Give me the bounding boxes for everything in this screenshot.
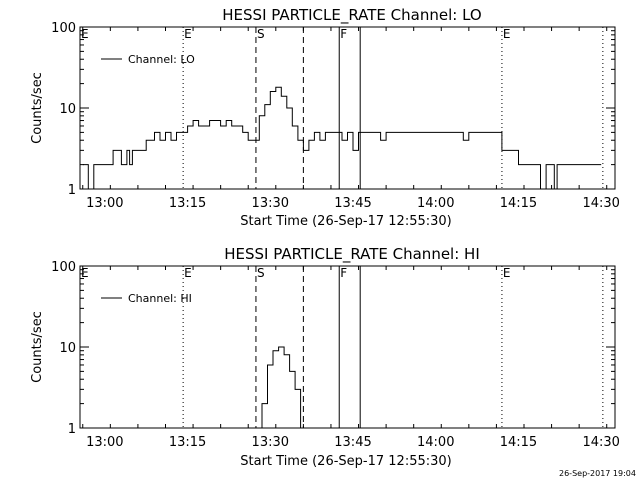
hi-series-group: [256, 346, 302, 429]
lo-chart-title: HESSI PARTICLE_RATE Channel: LO: [222, 6, 481, 25]
hi-marker-label: S: [257, 266, 265, 280]
lo-x-tick-label: 14:15: [500, 196, 537, 211]
hi-x-tick-label: 14:15: [500, 435, 537, 450]
hi-marker-lines: E S F EE: [81, 266, 604, 428]
hi-start-marker-label: E: [81, 266, 89, 280]
hi-x-axis-label: Start Time (26-Sep-17 12:55:30): [240, 454, 451, 469]
hi-y-ticks: 1 10 100: [51, 260, 615, 437]
hi-channel-panel: HESSI PARTICLE_RATE Channel: HI Counts/s…: [30, 245, 620, 469]
lo-y-ticks: 1 10 100: [51, 21, 615, 198]
lo-y-tick-label: 100: [51, 21, 76, 36]
hi-x-tick-label: 13:00: [86, 435, 123, 450]
lo-x-tick-label: 14:00: [417, 196, 454, 211]
hi-x-tick-label: 14:00: [417, 435, 454, 450]
hi-x-tick-label: 13:45: [334, 435, 371, 450]
hi-y-tick-label: 10: [59, 341, 76, 356]
lo-y-tick-label: 10: [59, 102, 76, 117]
lo-x-tick-label: 13:15: [169, 196, 206, 211]
lo-x-axis-label: Start Time (26-Sep-17 12:55:30): [240, 214, 451, 229]
lo-marker-label: E: [503, 27, 511, 41]
hi-x-ticks: 13:00 13:15 13:30 13:45 14:00 14:15 14:30: [82, 266, 620, 450]
lo-series-group: [82, 86, 602, 190]
hi-y-tick-label: 100: [51, 260, 76, 275]
hi-plot-frame: [79, 265, 616, 429]
hi-y-tick-label: 1: [68, 422, 76, 437]
hi-marker-label: F: [340, 266, 347, 280]
lo-y-axis-label: Counts/sec: [30, 72, 45, 144]
hi-legend-label: Channel: HI: [128, 292, 192, 305]
lo-legend-label: Channel: LO: [128, 53, 195, 66]
lo-y-tick-label: 1: [68, 183, 76, 198]
lo-marker-label: E: [184, 27, 192, 41]
hi-x-tick-label: 13:15: [169, 435, 206, 450]
hi-marker-label: E: [184, 266, 192, 280]
hi-y-axis-label: Counts/sec: [30, 311, 45, 383]
hi-marker-label: E: [503, 266, 511, 280]
lo-marker-lines: E S F EE: [81, 27, 604, 189]
lo-x-ticks: 13:00 13:15 13:30 13:45 14:00 14:15 14:30: [82, 27, 620, 211]
hi-chart-title: HESSI PARTICLE_RATE Channel: HI: [224, 245, 480, 264]
hi-x-tick-label: 13:30: [252, 435, 289, 450]
hi-series-line: [256, 346, 302, 429]
generation-timestamp: 26-Sep-2017 19:04: [559, 469, 636, 478]
lo-x-tick-label: 14:30: [582, 196, 619, 211]
lo-x-tick-label: 13:30: [252, 196, 289, 211]
lo-x-tick-label: 13:45: [334, 196, 371, 211]
lo-x-tick-label: 13:00: [86, 196, 123, 211]
lo-channel-panel: HESSI PARTICLE_RATE Channel: LO Counts/s…: [30, 6, 620, 229]
lo-marker-label: F: [340, 27, 347, 41]
lo-series-line: [82, 86, 602, 190]
lo-marker-label: S: [257, 27, 265, 41]
hi-x-tick-label: 14:30: [582, 435, 619, 450]
lo-start-marker-label: E: [81, 27, 89, 41]
